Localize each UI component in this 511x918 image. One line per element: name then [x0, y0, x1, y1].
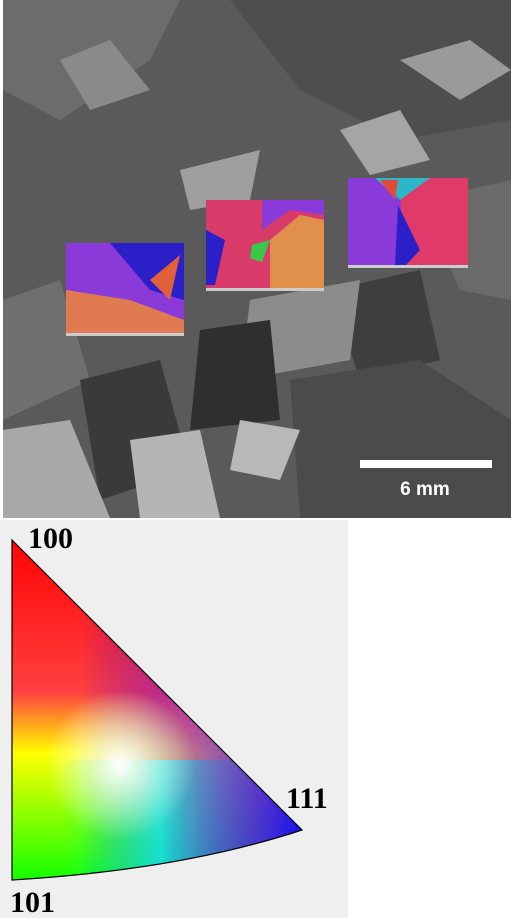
label-101: 101 [10, 886, 55, 918]
ebsd-insert [348, 178, 468, 268]
scale-label: 6 mm [400, 479, 450, 500]
scale-bar [360, 460, 492, 468]
label-111: 111 [286, 782, 328, 815]
ebsd-insert [66, 243, 184, 336]
ebsd-insert [206, 200, 324, 291]
figure: 6 mm 100 111 101 [0, 0, 511, 918]
label-100: 100 [28, 522, 73, 555]
page: {"micrograph": {"scale_bar": {"label": "… [0, 0, 511, 918]
ipf-legend: 100 111 101 [0, 520, 348, 918]
